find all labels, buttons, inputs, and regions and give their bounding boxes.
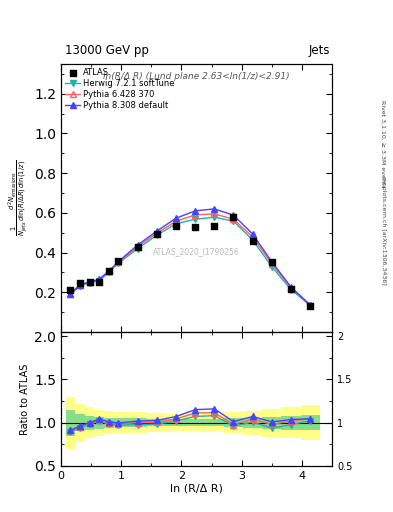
Pythia 6.428 370 (68, 291, 73, 297)
Pythia 8.308 default (135, 242, 140, 248)
Pythia 6.428 370 (97, 277, 102, 283)
Herwig 7.2.1 softTune (250, 237, 255, 243)
ATLAS (134, 243, 141, 251)
Pythia 8.308 default (154, 228, 159, 234)
Pythia 8.308 default (212, 206, 217, 212)
Pythia 8.308 default (174, 215, 178, 221)
Herwig 7.2.1 softTune (87, 280, 92, 286)
ATLAS (86, 278, 93, 286)
Herwig 7.2.1 softTune (78, 283, 83, 289)
ATLAS (211, 222, 217, 230)
Pythia 8.308 default (270, 259, 274, 265)
ATLAS (173, 222, 179, 230)
Text: mcplots.cern.ch [arXiv:1306.3436]: mcplots.cern.ch [arXiv:1306.3436] (381, 176, 386, 285)
Line: Pythia 6.428 370: Pythia 6.428 370 (68, 211, 313, 308)
ATLAS (77, 279, 83, 287)
Herwig 7.2.1 softTune (212, 214, 217, 220)
ATLAS (307, 302, 313, 310)
ATLAS (269, 259, 275, 267)
Pythia 6.428 370 (87, 279, 92, 285)
Text: ln(R/Δ R) (Lund plane 2.63<ln(1/z)<2.91): ln(R/Δ R) (Lund plane 2.63<ln(1/z)<2.91) (103, 72, 290, 81)
Pythia 8.308 default (308, 302, 312, 308)
Herwig 7.2.1 softTune (174, 221, 178, 227)
Pythia 8.308 default (78, 282, 83, 288)
ATLAS (67, 286, 73, 294)
ATLAS (96, 278, 103, 286)
ATLAS (288, 285, 294, 293)
ATLAS (154, 229, 160, 238)
Herwig 7.2.1 softTune (68, 291, 73, 297)
Pythia 8.308 default (289, 284, 294, 290)
Y-axis label: $\frac{1}{N_{jets}}\frac{d^2 N_{emissions}}{d\ln(R/\Delta R)\,d\ln(1/z)}$: $\frac{1}{N_{jets}}\frac{d^2 N_{emission… (7, 160, 30, 237)
Herwig 7.2.1 softTune (270, 264, 274, 270)
Herwig 7.2.1 softTune (193, 216, 198, 222)
Pythia 8.308 default (116, 259, 121, 265)
Herwig 7.2.1 softTune (154, 232, 159, 239)
Pythia 6.428 370 (212, 211, 217, 217)
Herwig 7.2.1 softTune (135, 246, 140, 252)
Pythia 6.428 370 (135, 244, 140, 250)
Pythia 6.428 370 (289, 285, 294, 291)
Pythia 6.428 370 (107, 268, 111, 274)
Pythia 8.308 default (193, 208, 198, 214)
Line: Pythia 8.308 default: Pythia 8.308 default (68, 206, 313, 308)
ATLAS (192, 223, 198, 231)
Pythia 6.428 370 (193, 212, 198, 218)
Pythia 6.428 370 (154, 230, 159, 237)
X-axis label: ln (R/Δ R): ln (R/Δ R) (170, 483, 223, 494)
Pythia 6.428 370 (308, 302, 312, 308)
Pythia 6.428 370 (78, 282, 83, 288)
Y-axis label: Ratio to ATLAS: Ratio to ATLAS (20, 363, 30, 435)
Herwig 7.2.1 softTune (107, 269, 111, 275)
ATLAS (115, 257, 121, 265)
Herwig 7.2.1 softTune (97, 278, 102, 284)
Pythia 8.308 default (87, 279, 92, 285)
Legend: ATLAS, Herwig 7.2.1 softTune, Pythia 6.428 370, Pythia 8.308 default: ATLAS, Herwig 7.2.1 softTune, Pythia 6.4… (63, 67, 176, 112)
Pythia 6.428 370 (116, 260, 121, 266)
Herwig 7.2.1 softTune (231, 218, 236, 224)
ATLAS (230, 212, 237, 221)
Herwig 7.2.1 softTune (289, 287, 294, 293)
Pythia 8.308 default (97, 276, 102, 283)
Pythia 8.308 default (250, 231, 255, 237)
Text: ATLAS_2020_I1790256: ATLAS_2020_I1790256 (153, 247, 240, 256)
Pythia 6.428 370 (270, 261, 274, 267)
Text: Rivet 3.1.10, ≥ 3.3M events: Rivet 3.1.10, ≥ 3.3M events (381, 99, 386, 187)
ATLAS (106, 267, 112, 275)
Pythia 8.308 default (107, 268, 111, 274)
Pythia 6.428 370 (231, 216, 236, 222)
Text: Jets: Jets (309, 45, 330, 57)
Line: Herwig 7.2.1 softTune: Herwig 7.2.1 softTune (68, 215, 313, 308)
Herwig 7.2.1 softTune (308, 303, 312, 309)
Text: 13000 GeV pp: 13000 GeV pp (65, 45, 149, 57)
Pythia 8.308 default (231, 212, 236, 218)
Pythia 6.428 370 (250, 234, 255, 240)
ATLAS (250, 237, 256, 245)
Pythia 8.308 default (68, 291, 73, 297)
Pythia 6.428 370 (174, 218, 178, 224)
Herwig 7.2.1 softTune (116, 260, 121, 266)
